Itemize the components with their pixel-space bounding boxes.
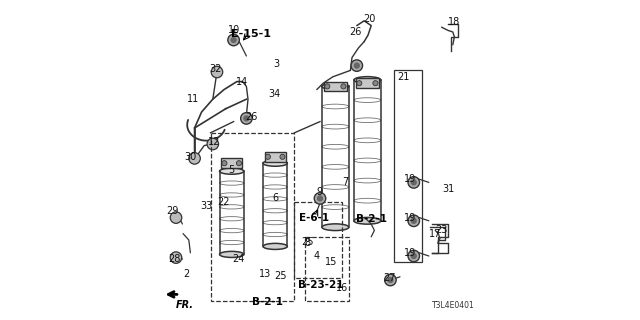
Ellipse shape [354, 76, 381, 83]
Bar [221, 158, 242, 168]
Text: E-15-1: E-15-1 [231, 28, 271, 39]
Circle shape [408, 250, 420, 262]
Bar [211, 133, 294, 301]
Text: 27: 27 [383, 273, 396, 284]
Text: 9: 9 [316, 187, 322, 197]
Text: 31: 31 [442, 184, 454, 194]
Circle shape [351, 60, 362, 71]
Ellipse shape [322, 83, 349, 90]
Bar [394, 70, 422, 262]
Text: FR.: FR. [175, 300, 193, 309]
Text: 18: 18 [448, 17, 461, 28]
Circle shape [228, 34, 239, 46]
Circle shape [373, 81, 378, 86]
Circle shape [230, 37, 237, 43]
Ellipse shape [220, 168, 244, 174]
Circle shape [314, 193, 326, 204]
Circle shape [280, 154, 285, 159]
Text: 19: 19 [403, 212, 416, 223]
Circle shape [411, 253, 417, 259]
Circle shape [243, 115, 250, 122]
Text: 30: 30 [184, 152, 196, 162]
Ellipse shape [263, 160, 287, 166]
Text: 26: 26 [245, 112, 257, 122]
Circle shape [241, 113, 252, 124]
Bar [324, 82, 347, 91]
Text: 29: 29 [166, 206, 179, 216]
Text: 11: 11 [187, 94, 199, 104]
Text: 3: 3 [274, 59, 280, 69]
Text: 20: 20 [364, 14, 376, 24]
Text: 14: 14 [236, 76, 249, 87]
Text: 8: 8 [304, 238, 310, 248]
Text: T3L4E0401: T3L4E0401 [433, 301, 475, 310]
Circle shape [222, 161, 227, 166]
Text: B-2-1: B-2-1 [356, 214, 387, 224]
Ellipse shape [322, 224, 349, 230]
Text: 22: 22 [218, 196, 230, 207]
Text: 19: 19 [403, 174, 416, 184]
Bar [305, 237, 349, 301]
Circle shape [411, 218, 417, 224]
Text: 25: 25 [275, 271, 287, 281]
Text: 17: 17 [429, 228, 442, 239]
Circle shape [324, 84, 330, 89]
Circle shape [354, 62, 360, 69]
Bar [356, 78, 379, 88]
Text: 7: 7 [342, 177, 349, 188]
Circle shape [408, 177, 420, 188]
Text: 4: 4 [314, 251, 320, 261]
Circle shape [411, 179, 417, 186]
Text: 24: 24 [232, 254, 244, 264]
Circle shape [189, 153, 200, 164]
Text: 10: 10 [227, 25, 240, 36]
Circle shape [317, 195, 323, 202]
Text: 34: 34 [268, 89, 281, 100]
Text: 32: 32 [209, 64, 221, 74]
Text: 26: 26 [349, 27, 362, 37]
Text: 16: 16 [335, 283, 348, 293]
Text: 6: 6 [272, 193, 278, 204]
Ellipse shape [263, 243, 287, 250]
Ellipse shape [354, 218, 381, 224]
Text: 2: 2 [183, 268, 189, 279]
Text: 25: 25 [301, 236, 314, 247]
Text: 12: 12 [207, 137, 220, 148]
Text: 21: 21 [397, 72, 410, 82]
Circle shape [207, 138, 219, 150]
Text: 33: 33 [200, 201, 212, 212]
Circle shape [408, 215, 420, 227]
Bar [294, 202, 342, 278]
Text: B-2-1: B-2-1 [252, 297, 283, 308]
Bar [265, 152, 285, 162]
Text: B-23-21: B-23-21 [298, 280, 344, 290]
Text: 28: 28 [168, 254, 180, 264]
Text: 23: 23 [435, 225, 447, 236]
Text: E-6-1: E-6-1 [300, 212, 330, 223]
Circle shape [387, 277, 394, 283]
Circle shape [211, 66, 223, 78]
Circle shape [170, 212, 182, 223]
Circle shape [236, 161, 241, 166]
Text: 19: 19 [403, 248, 416, 258]
Text: 15: 15 [324, 257, 337, 268]
Circle shape [266, 154, 271, 159]
Text: 13: 13 [259, 268, 271, 279]
Ellipse shape [220, 252, 244, 257]
Circle shape [170, 252, 182, 263]
Text: 5: 5 [228, 164, 234, 175]
Circle shape [356, 81, 362, 86]
Circle shape [385, 274, 396, 286]
Circle shape [341, 84, 346, 89]
